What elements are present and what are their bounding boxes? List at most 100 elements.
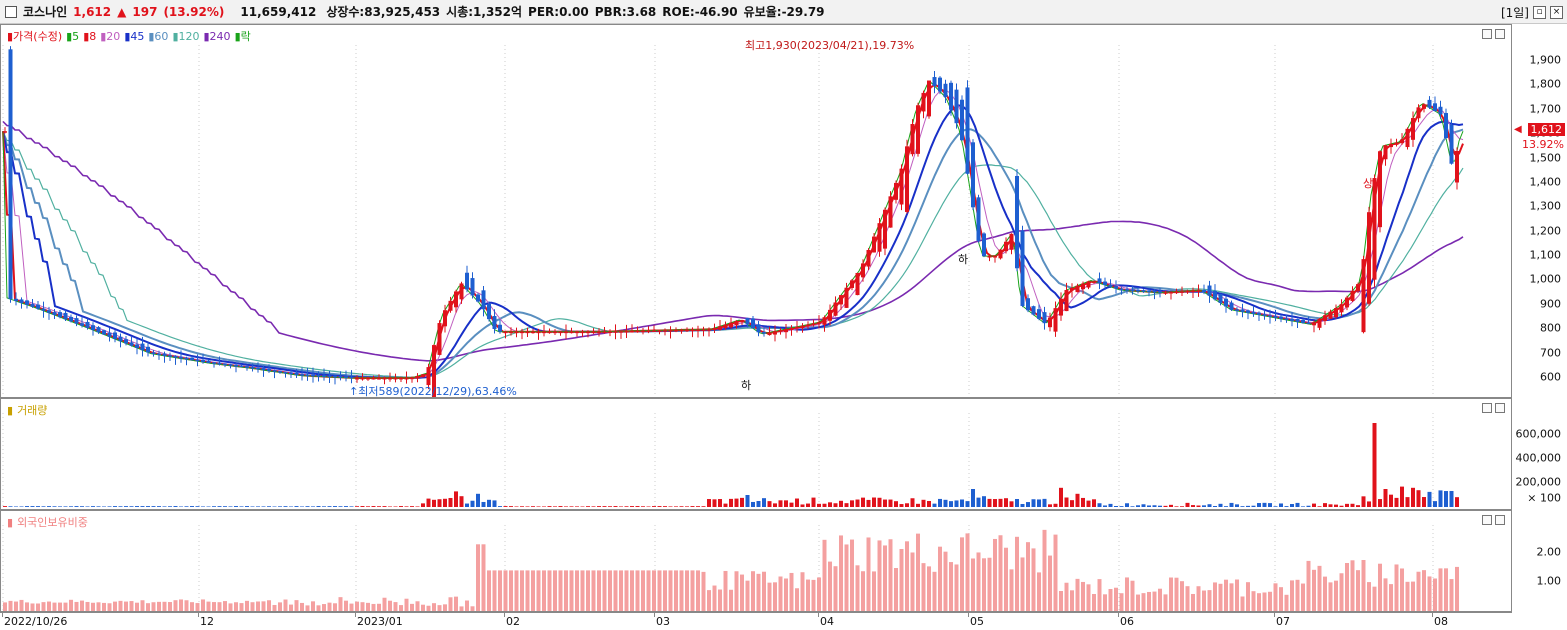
candle-body: [943, 83, 948, 98]
candle-body: [778, 330, 783, 332]
foreign-ratio-bar: [1048, 555, 1052, 611]
foreign-ratio-bar: [377, 603, 381, 611]
date-tick: [818, 613, 819, 617]
candle-body: [338, 376, 343, 378]
foreign-ratio-bar: [696, 570, 700, 611]
candle-body: [388, 378, 392, 380]
foreign-ratio-bar: [817, 577, 821, 611]
candle-body: [333, 375, 337, 378]
foreign-ratio-bar: [1367, 582, 1371, 611]
foreign-ratio-bar: [751, 571, 755, 611]
foreign-ratio-bar: [190, 602, 194, 611]
foreign-ratio-bar: [861, 571, 865, 611]
foreign-ratio-bar: [1163, 594, 1168, 611]
candle-body: [971, 142, 975, 208]
foreign-ratio-bar: [1097, 579, 1102, 611]
candle-body: [960, 99, 964, 141]
foreign-ratio-bar: [58, 602, 62, 611]
legend-item[interactable]: ▮8: [83, 29, 97, 43]
legend-item[interactable]: ▮120: [172, 29, 200, 43]
candle-body: [360, 378, 365, 380]
candle-body: [1328, 311, 1333, 319]
panel-max-icon[interactable]: [1482, 403, 1492, 413]
legend-item[interactable]: ▮5: [66, 29, 80, 43]
candle-body: [184, 357, 189, 360]
candle-body: [96, 327, 101, 333]
foreign-ratio-bar: [140, 600, 145, 611]
candle-body: [492, 316, 497, 329]
volume-bar: [905, 503, 909, 507]
volume-bar: [135, 506, 139, 507]
candle-body: [558, 331, 563, 334]
volume-panel[interactable]: ▮ 거래량: [0, 398, 1512, 510]
foreign-ratio-bar: [1224, 579, 1228, 611]
ma120-line: [2, 130, 1464, 378]
foreign-ratio-bar: [349, 603, 354, 611]
legend-item[interactable]: ▮240: [203, 29, 231, 43]
marker-down-1: 하: [741, 378, 751, 392]
legend-item[interactable]: ▮20: [100, 29, 121, 43]
date-label: 2022/10/26: [4, 615, 68, 628]
legend-item[interactable]: ▮60: [148, 29, 169, 43]
legend-item[interactable]: ▮가격(수정): [7, 30, 63, 43]
volume-bar: [448, 497, 453, 507]
foreign-ratio-bar: [927, 566, 931, 611]
foreign-ratio-bar: [723, 570, 728, 611]
panel-close-icon[interactable]: [1495, 403, 1505, 413]
candle-body: [206, 360, 211, 363]
price-tick-label: 700: [1540, 346, 1561, 360]
volume-bar: [1427, 491, 1432, 507]
volume-bar: [113, 506, 117, 507]
close-icon[interactable]: ×: [1550, 6, 1563, 19]
date-tick: [1274, 613, 1275, 617]
foreign-ratio-bar: [1152, 591, 1157, 611]
foreign-ratio-bar: [283, 599, 288, 611]
period-selector[interactable]: [1일]: [1500, 6, 1529, 20]
volume-bar: [366, 506, 370, 507]
date-label: 05: [970, 615, 984, 628]
volume-bar: [1257, 503, 1261, 507]
foreign-ratio-bar: [267, 600, 271, 611]
foreign-ratio-bar: [1130, 580, 1135, 611]
foreign-ratio-bar: [1191, 593, 1195, 611]
candle-body: [1383, 145, 1388, 160]
volume-bar: [503, 506, 508, 507]
candle-body: [1273, 316, 1278, 318]
panel-close-icon[interactable]: [1495, 29, 1505, 39]
candle-body: [1097, 278, 1102, 284]
candle-body: [459, 283, 464, 300]
foreign-ratio-bar: [1268, 591, 1272, 611]
foreign-ratio-bar: [905, 541, 909, 611]
volume-bar: [300, 506, 304, 507]
candle-body: [1433, 103, 1437, 111]
candle-body: [14, 298, 18, 302]
volume-bar: [140, 506, 145, 507]
volume-bar: [168, 506, 172, 507]
volume-bar: [1004, 498, 1008, 507]
foreign-ratio-bar: [250, 602, 255, 611]
date-label: 12: [200, 615, 214, 628]
legend-item[interactable]: ▮45: [124, 29, 145, 43]
foreign-ratio-bar: [179, 599, 183, 611]
stock-name[interactable]: 코스나인: [23, 5, 68, 19]
panel-close-icon[interactable]: [1495, 515, 1505, 525]
panel-max-icon[interactable]: [1482, 29, 1492, 39]
candle-body: [432, 345, 436, 397]
volume-bar: [729, 498, 733, 507]
candle-body: [168, 355, 172, 357]
select-checkbox[interactable]: [5, 5, 17, 18]
legend-item[interactable]: ▮락: [234, 30, 251, 43]
volume-bar: [602, 506, 607, 507]
volume-bar: [828, 502, 832, 507]
volume-bar: [1284, 506, 1289, 507]
candle-body: [1229, 302, 1234, 310]
volume-bar: [311, 506, 315, 507]
price-panel[interactable]: ▮가격(수정) ▮5 ▮8 ▮20 ▮45 ▮60 ▮120 ▮240 ▮락 최고1,930(2…: [0, 24, 1512, 398]
restore-icon[interactable]: ▫: [1533, 6, 1546, 19]
volume-bar: [201, 506, 205, 507]
volume-bar: [1163, 505, 1168, 507]
candle-body: [1367, 212, 1371, 304]
candle-body: [690, 329, 695, 332]
panel-max-icon[interactable]: [1482, 515, 1492, 525]
foreign-panel[interactable]: ▮ 외국인보유비중: [0, 510, 1512, 612]
